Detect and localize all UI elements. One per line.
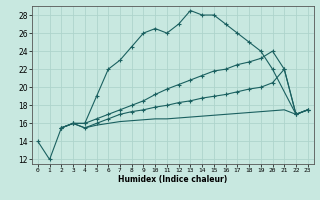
X-axis label: Humidex (Indice chaleur): Humidex (Indice chaleur) [118,175,228,184]
